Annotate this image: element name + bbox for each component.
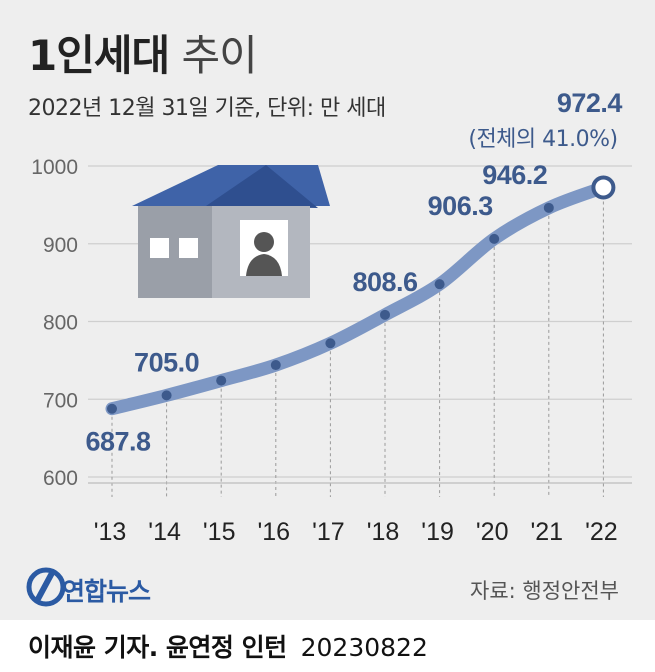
x-tick-label: '14 [148,518,181,546]
data-point [216,375,227,386]
data-label: 808.6 [352,267,418,297]
x-tick-label: '20 [476,518,509,546]
grid-layer [88,165,632,478]
x-tick-label: '21 [531,518,564,546]
person-body-icon [246,254,282,276]
data-point [434,279,445,290]
data-point-last [591,175,616,200]
person-icon [254,232,274,252]
title-bold: 1인세대 [28,31,170,80]
credit-name: 이재윤 기자. 윤연정 인턴 [28,633,287,662]
data-label: 972.4 [557,88,623,118]
data-point [380,309,390,320]
axis-layer: 600 700 800 900 1000 '13 '14 '15 '16 '17 '18 '19 '20… [31,156,632,546]
data-point [107,403,117,414]
x-tick-label: '22 [585,518,618,546]
title-rest: 추이 [181,31,258,80]
vertical-guides [111,195,604,497]
data-label: 705.0 [134,347,199,377]
data-label: 687.8 [85,427,151,457]
series-layer [105,175,616,416]
house-side-wall [138,206,212,298]
chart-subtitle: 2022년 12월 31일 기준, 단위: 만 세대 [28,96,386,121]
y-tick-label: 700 [43,389,78,412]
chart-title: 1인세대 추이 [28,22,258,83]
credit-line: 이재윤 기자. 윤연정 인턴 20230822 [28,628,428,664]
logo-wordmark: 연합뉴스 [62,577,151,606]
house-illustration [132,165,330,298]
yonhap-logo-icon [26,567,66,607]
data-point [543,202,554,213]
series-line [105,180,610,416]
data-point [161,390,172,401]
data-label: 946.2 [482,160,547,190]
x-tick-label: '16 [258,518,291,546]
y-tick-label: 900 [43,234,78,257]
x-tick-label: '13 [94,518,127,546]
data-point [270,360,281,371]
data-point [489,233,500,244]
credit-date: 20230822 [300,633,428,662]
x-tick-label: '17 [312,518,345,546]
x-tick-label: '19 [421,518,454,546]
x-tick-label: '18 [367,518,400,546]
house-window-left [150,238,169,258]
house-window-right [179,238,198,258]
y-tick-label: 800 [43,312,78,335]
data-point [325,338,336,349]
house-gable [206,165,318,208]
x-tick-label: '15 [203,518,236,546]
share-annotation: (전체의 41.0%) [468,127,617,152]
source-note: 자료: 행정안전부 [470,579,619,603]
data-label: 906.3 [428,191,494,221]
y-tick-label: 1000 [31,156,78,179]
y-tick-label: 600 [43,467,78,490]
chart-panel [0,0,655,620]
